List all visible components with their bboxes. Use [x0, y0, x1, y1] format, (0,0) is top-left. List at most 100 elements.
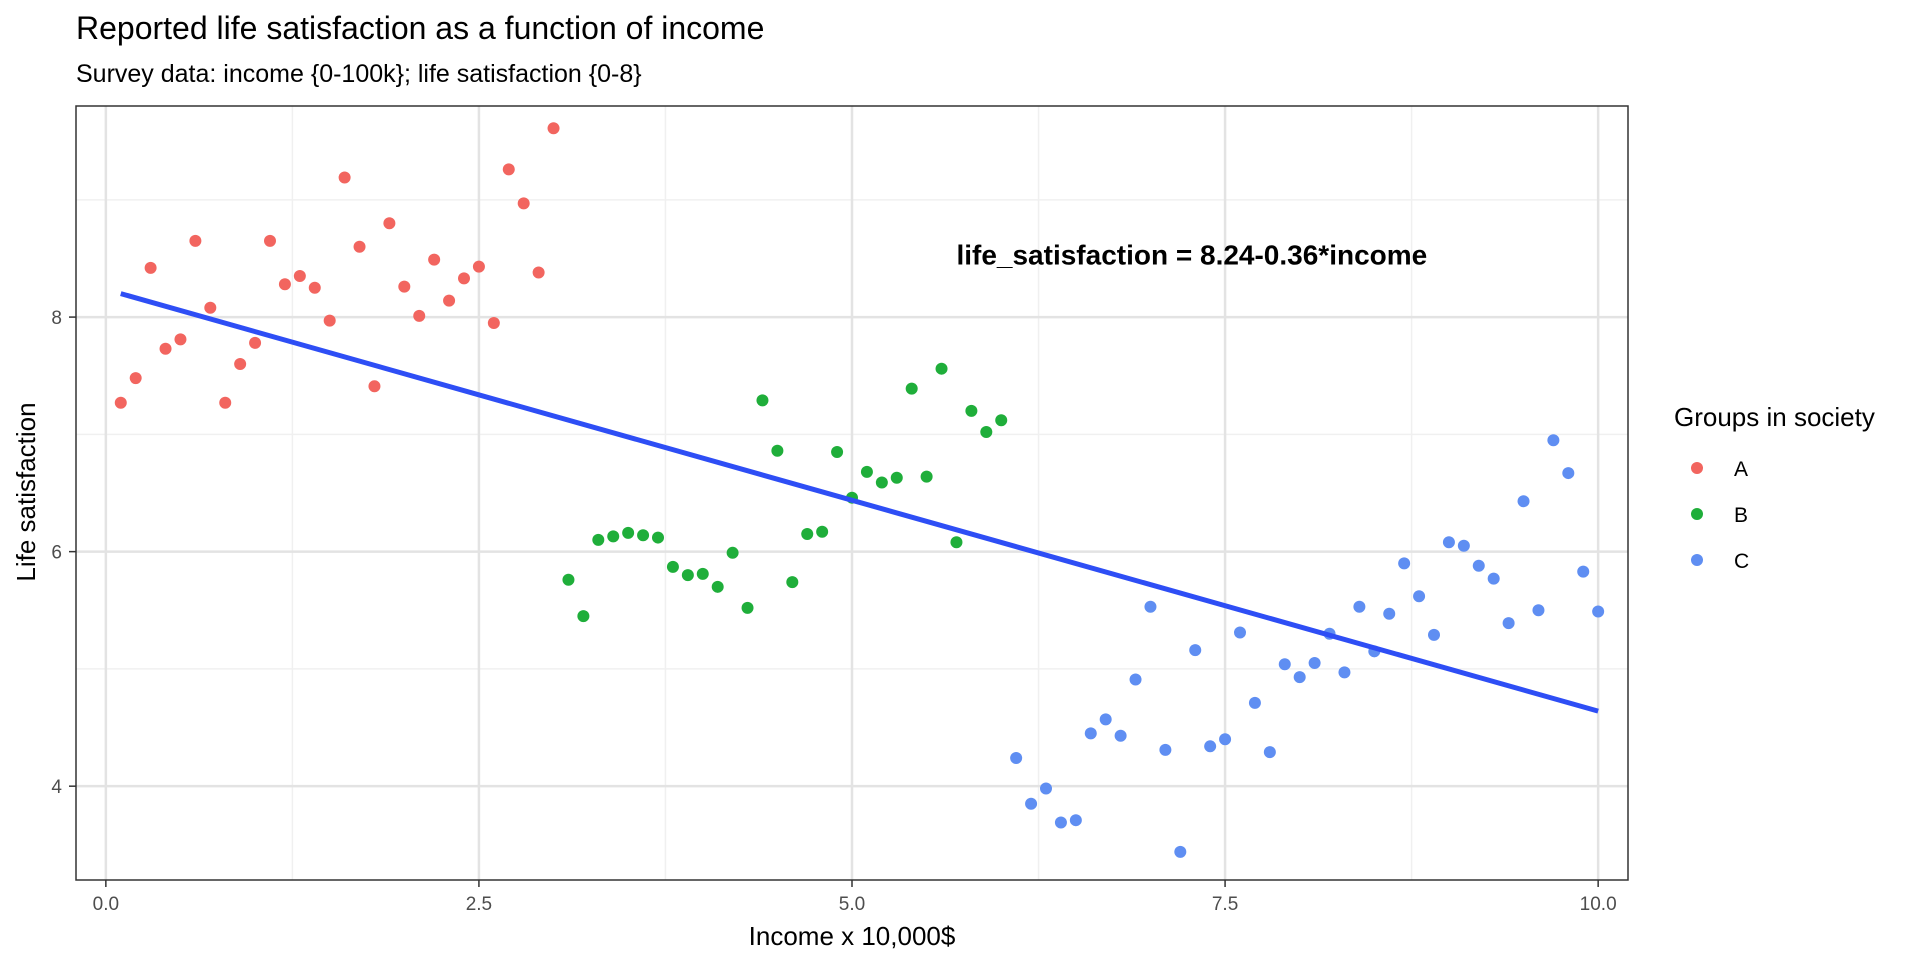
data-point-c: [1517, 495, 1530, 508]
data-point-c: [1159, 743, 1172, 756]
data-point-a: [159, 342, 172, 355]
data-point-c: [1234, 626, 1246, 639]
data-point-a: [547, 122, 560, 135]
data-point-b: [666, 560, 679, 573]
data-point-c: [1398, 557, 1411, 570]
data-point-c: [1308, 657, 1321, 670]
data-point-b: [875, 476, 888, 489]
legend: Groups in society ABC: [1674, 402, 1875, 573]
data-point-c: [1457, 539, 1470, 552]
y-tick-label: 8: [51, 308, 62, 329]
y-tick-label: 4: [51, 777, 62, 798]
regression-line: [120, 291, 1599, 714]
legend-title: Groups in society: [1674, 402, 1875, 432]
data-point-a: [114, 396, 127, 409]
data-point-a: [398, 280, 411, 293]
data-point-b: [995, 414, 1008, 427]
data-point-a: [278, 278, 291, 291]
data-point-b: [950, 536, 963, 549]
data-point-b: [726, 546, 739, 559]
data-point-b: [577, 610, 590, 623]
data-point-c: [1144, 600, 1157, 613]
data-point-a: [532, 266, 545, 279]
x-axis-title: Income x 10,000$: [749, 921, 956, 951]
data-point-b: [860, 465, 873, 478]
data-point-c: [1547, 434, 1560, 447]
x-tick-label: 7.5: [1212, 894, 1238, 915]
data-point-b: [786, 576, 799, 589]
data-point-b: [592, 533, 605, 546]
regression-equation: life_satisfaction = 8.24-0.36*income: [956, 239, 1427, 270]
x-tick-label: 2.5: [466, 894, 492, 915]
x-tick-label: 5.0: [839, 894, 865, 915]
data-point-a: [383, 217, 396, 230]
data-point-a: [413, 309, 426, 322]
legend-key-c: [1691, 554, 1703, 566]
data-point-b: [905, 382, 918, 395]
data-point-b: [980, 426, 993, 439]
data-point-c: [1338, 666, 1351, 679]
data-point-b: [831, 445, 844, 458]
data-point-a: [487, 316, 500, 329]
data-point-a: [472, 260, 485, 273]
data-point-c: [1084, 727, 1097, 740]
data-point-c: [1114, 729, 1127, 742]
data-point-a: [249, 336, 262, 349]
data-point-b: [771, 444, 784, 457]
data-point-c: [1129, 673, 1142, 686]
data-point-a: [264, 234, 276, 247]
chart-title: Reported life satisfaction as a function…: [76, 10, 764, 46]
data-point-a: [323, 314, 336, 327]
data-point-c: [1472, 559, 1485, 572]
data-point-b: [890, 471, 903, 484]
data-point-a: [189, 234, 202, 247]
data-point-a: [204, 301, 217, 314]
data-point-b: [741, 601, 754, 614]
data-point-c: [1293, 671, 1306, 684]
x-tick-label: 0.0: [93, 894, 119, 915]
data-point-c: [1219, 733, 1232, 746]
data-point-b: [756, 394, 769, 407]
data-point-b: [696, 567, 709, 580]
data-point-a: [458, 272, 470, 285]
data-point-b: [637, 529, 650, 542]
legend-label-a: A: [1734, 458, 1748, 481]
data-point-b: [622, 526, 635, 539]
data-point-a: [234, 358, 247, 370]
legend-label-c: C: [1734, 550, 1749, 573]
data-point-c: [1204, 740, 1217, 753]
data-point-a: [308, 281, 321, 294]
data-point-a: [502, 163, 515, 176]
data-point-c: [1502, 617, 1515, 630]
x-tick-label: 10.0: [1580, 894, 1617, 915]
data-point-b: [816, 525, 829, 538]
data-point-a: [293, 270, 306, 283]
data-point-c: [1383, 607, 1396, 620]
data-point-c: [1174, 845, 1187, 858]
data-point-c: [1099, 713, 1112, 726]
data-point-c: [1069, 814, 1082, 827]
y-tick-label: 6: [51, 543, 62, 564]
data-point-b: [562, 573, 575, 586]
data-point-a: [353, 240, 366, 253]
y-axis-title: Life satisfaction: [11, 402, 41, 581]
data-point-c: [1248, 696, 1261, 709]
data-point-c: [1577, 565, 1590, 578]
data-point-c: [1487, 572, 1500, 585]
chart-subtitle: Survey data: income {0-100k}; life satis…: [76, 60, 642, 88]
data-point-c: [1263, 746, 1276, 759]
legend-label-b: B: [1734, 504, 1748, 527]
data-point-a: [517, 197, 530, 210]
data-point-b: [965, 404, 978, 417]
data-point-c: [1428, 628, 1440, 641]
data-point-a: [443, 294, 456, 307]
legend-key-a: [1691, 462, 1703, 474]
data-point-c: [1353, 600, 1366, 613]
data-point-b: [681, 569, 694, 582]
data-point-c: [1592, 605, 1605, 618]
data-point-a: [338, 171, 351, 184]
data-point-c: [1413, 590, 1426, 603]
data-point-c: [1054, 816, 1067, 829]
